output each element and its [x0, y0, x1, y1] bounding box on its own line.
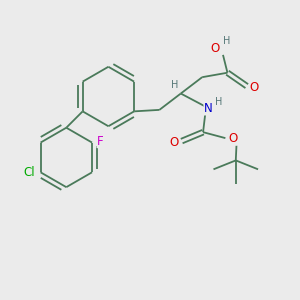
Text: H: H	[223, 36, 230, 46]
Text: O: O	[250, 81, 259, 94]
Text: O: O	[210, 42, 219, 55]
Text: H: H	[171, 80, 178, 90]
Text: O: O	[228, 132, 237, 145]
Text: N: N	[204, 102, 213, 115]
Text: F: F	[97, 135, 104, 148]
Text: H: H	[215, 97, 222, 106]
Text: O: O	[169, 136, 178, 149]
Text: Cl: Cl	[23, 166, 35, 179]
